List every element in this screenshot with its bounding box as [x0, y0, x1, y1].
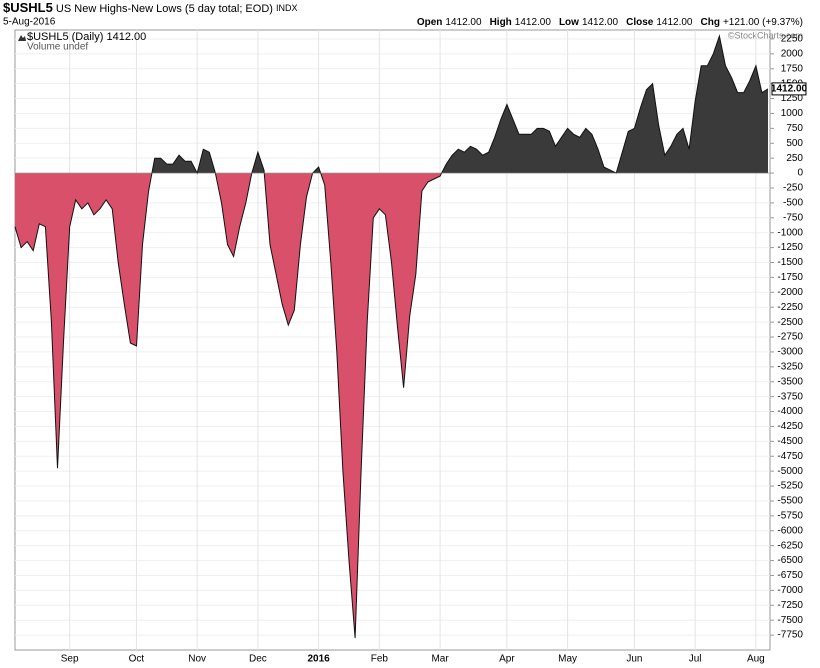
x-tick-label: Oct	[129, 654, 145, 665]
y-tick-label: -5500	[777, 496, 803, 507]
x-tick-label: Jun	[626, 654, 642, 665]
y-tick-label: 2000	[781, 48, 804, 59]
last-value-box	[771, 82, 807, 96]
y-tick-label: -5250	[777, 481, 803, 492]
y-tick-label: -7250	[777, 600, 803, 611]
quote-value: 1412.00	[582, 17, 619, 28]
y-tick-label: -3250	[777, 361, 803, 372]
y-tick-label: -5000	[777, 466, 803, 477]
y-tick-label: -2750	[777, 332, 803, 343]
y-tick-label: -500	[783, 198, 803, 209]
y-tick-label: -6000	[777, 525, 803, 536]
y-tick-label: -6750	[777, 570, 803, 581]
y-tick-label: -4500	[777, 436, 803, 447]
index-name: US New Highs-New Lows (5 day total; EOD)	[56, 3, 273, 15]
credit: ©StockCharts.com	[728, 30, 803, 40]
quote-value: 1412.00	[656, 17, 693, 28]
y-tick-label: -6500	[777, 555, 803, 566]
line	[14, 34, 769, 639]
quote-label: Chg	[700, 17, 719, 28]
quote-label: Close	[626, 17, 654, 28]
y-tick-label: 2250	[781, 34, 804, 45]
y-tick-label: -2500	[777, 317, 803, 328]
x-tick-label: Mar	[431, 654, 449, 665]
legend-entry: $USHL5 (Daily) 1412.00	[27, 31, 146, 43]
y-tick-label: -250	[783, 183, 803, 194]
volume-note: Volume undef	[27, 42, 88, 53]
y-tick-label: -7750	[777, 630, 803, 641]
y-tick-label: 1750	[781, 63, 804, 74]
x-tick-label: Feb	[371, 654, 389, 665]
quote-label: High	[490, 17, 512, 28]
y-tick-label: -3500	[777, 376, 803, 387]
quote-value: 1412.00	[445, 17, 482, 28]
y-tick-label: 1000	[781, 108, 804, 119]
quote-value: +121.00 (+9.37%)	[723, 17, 803, 28]
y-tick-label: 0	[797, 168, 803, 179]
positive-area	[151, 36, 768, 174]
quote: Open 1412.00 High 1412.00 Low 1412.00 Close 141…	[417, 17, 803, 28]
y-tick-label: 250	[786, 153, 803, 164]
y-tick-label: -750	[783, 212, 803, 223]
x-tick-label: 2016	[308, 654, 331, 665]
legend-icon	[18, 35, 26, 41]
symbol: $USHL5	[3, 0, 53, 15]
y-tick-label: -5750	[777, 511, 803, 522]
y-tick-label: -4000	[777, 406, 803, 417]
y-tick-label: -1500	[777, 257, 803, 268]
x-tick-label: Dec	[249, 654, 267, 665]
y-tick-label: -4750	[777, 451, 803, 462]
quote-value: 1412.00	[515, 17, 552, 28]
y-tick-label: -7500	[777, 615, 803, 626]
y-tick-label: -3750	[777, 391, 803, 402]
y-tick-label: -1750	[777, 272, 803, 283]
y-tick-label: -1000	[777, 227, 803, 238]
y-tick-label: -7000	[777, 585, 803, 596]
date: 5-Aug-2016	[3, 17, 56, 28]
x-tick-label: Sep	[61, 654, 79, 665]
x-tick-label: Jul	[689, 654, 702, 665]
x-tick-label: Apr	[499, 654, 515, 665]
x-tick-label: Aug	[747, 654, 765, 665]
quote-label: Open	[417, 17, 443, 28]
y-tick-label: -6250	[777, 540, 803, 551]
chart-header: $USHL5 US New Highs-New Lows (5 day tota…	[3, 0, 298, 15]
x-tick-label: May	[558, 654, 577, 665]
x-tick-label: Nov	[188, 654, 206, 665]
quote-label: Low	[559, 17, 579, 28]
exchange: INDX	[276, 3, 298, 13]
y-tick-label: -2000	[777, 287, 803, 298]
plot-frame	[14, 29, 771, 651]
y-tick-label: 750	[786, 123, 803, 134]
last-value-label: 1412.00	[771, 84, 808, 95]
y-tick-label: -4250	[777, 421, 803, 432]
y-tick-label: -3000	[777, 347, 803, 358]
y-tick-label: 500	[786, 138, 803, 149]
y-tick-label: -1250	[777, 242, 803, 253]
y-tick-label: 1250	[781, 93, 804, 104]
y-tick-label: -2250	[777, 302, 803, 313]
